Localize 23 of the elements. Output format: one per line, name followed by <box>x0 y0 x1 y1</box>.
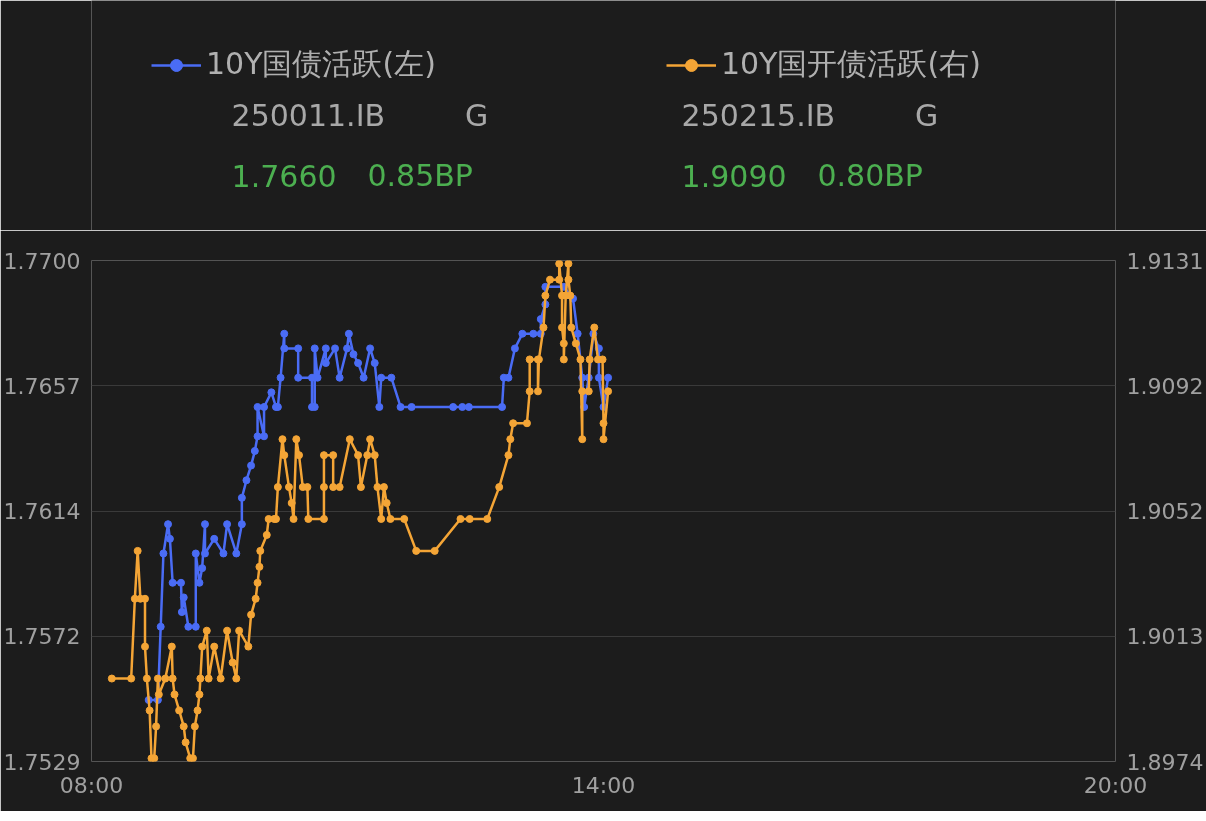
x-tick-label: 20:00 <box>1083 772 1148 798</box>
text: 0.85BP <box>367 158 473 193</box>
y-tick-label: 1.7700 <box>3 248 81 274</box>
text: 250011.IB <box>231 98 386 133</box>
x-tick-label: 14:00 <box>571 772 636 798</box>
y-tick-label: 1.7614 <box>3 499 81 524</box>
y2-tick-label: 1.8974 <box>1126 749 1204 775</box>
text: 0.80BP <box>817 158 923 193</box>
legend-label: 10Y国开债活跃(右) <box>720 45 981 83</box>
y-tick-label: 1.7657 <box>3 373 81 399</box>
text: G <box>465 98 489 133</box>
y2-tick-label: 1.9131 <box>1126 248 1204 274</box>
y2-tick-label: 1.9092 <box>1126 373 1204 399</box>
y-tick-label: 1.7529 <box>3 749 81 775</box>
y-tick-label: 1.7572 <box>3 624 81 650</box>
text: G <box>915 98 939 133</box>
text: 1.9090 <box>681 158 787 194</box>
legend-label: 10Y国债活跃(左) <box>206 45 436 83</box>
x-tick-label: 08:00 <box>59 772 124 798</box>
text: 250215.IB <box>681 98 836 133</box>
y2-tick-label: 1.9013 <box>1126 624 1204 650</box>
y2-tick-label: 1.9052 <box>1126 499 1204 524</box>
text: 1.7660 <box>231 158 337 194</box>
